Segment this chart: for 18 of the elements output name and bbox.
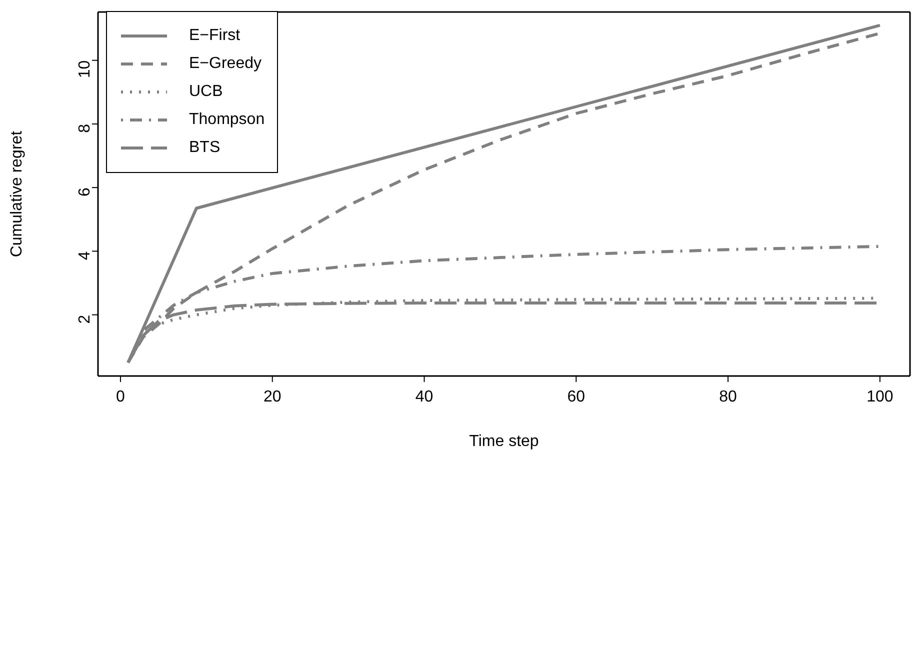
x-tick-label: 100 (866, 388, 894, 406)
x-tick-label: 0 (116, 388, 126, 406)
y-tick-label: 6 (76, 187, 94, 196)
legend-label: E−Greedy (189, 55, 262, 73)
y-tick-label: 8 (76, 124, 94, 133)
x-axis-title: Time step (469, 433, 539, 450)
x-tick-label: 20 (263, 388, 282, 406)
x-tick-label: 40 (415, 388, 434, 406)
legend-label: BTS (189, 139, 220, 157)
y-tick-label: 2 (76, 314, 94, 324)
x-tick-label: 60 (567, 388, 586, 406)
y-tick-label: 10 (76, 60, 94, 78)
x-tick-label: 80 (719, 388, 738, 406)
y-tick-label: 4 (76, 251, 94, 260)
legend-label: E−First (189, 27, 240, 45)
legend-label: Thompson (189, 111, 265, 129)
y-axis-title: Cumulative regret (8, 130, 26, 258)
legend-label: UCB (189, 83, 223, 101)
